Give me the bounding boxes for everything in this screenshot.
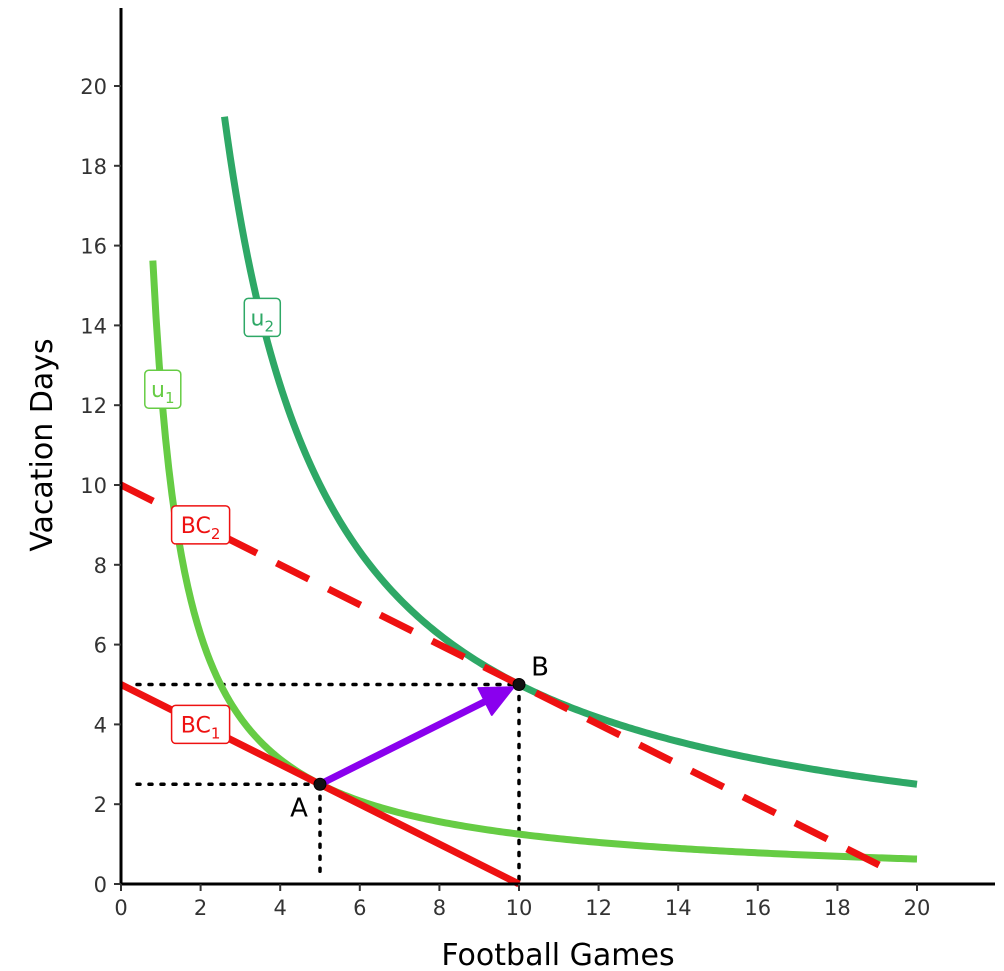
y-tick-label: 4: [94, 713, 107, 737]
x-tick-label: 14: [665, 896, 692, 920]
y-tick-label: 14: [80, 314, 107, 338]
label-bc1: BC1: [170, 704, 231, 745]
label-bc2: BC2: [170, 505, 231, 545]
arrow-shaft: [318, 698, 487, 788]
y-tick-label: 0: [94, 873, 107, 897]
y-tick-label: 10: [80, 474, 107, 498]
indifference-curve-u2: [221, 116, 918, 788]
x-tick-label: 0: [114, 896, 127, 920]
point-B: [512, 678, 526, 691]
x-tick-label: 18: [824, 896, 851, 920]
x-tick-label: 2: [194, 896, 207, 920]
x-axis-title: Football Games: [441, 938, 674, 971]
budget-line-BC2: [119, 481, 887, 872]
y-tick-label: 8: [94, 554, 107, 578]
x-tick-label: 10: [506, 896, 533, 920]
point-A: [313, 777, 327, 791]
x-tick-label: 4: [274, 896, 287, 920]
label-u2: u2: [243, 297, 282, 338]
y-tick-label: 20: [80, 75, 107, 99]
y-tick-label: 12: [80, 394, 107, 418]
point-label-B: B: [531, 653, 549, 683]
points: AB: [290, 653, 549, 824]
y-tick-label: 6: [94, 634, 107, 658]
x-tick-label: 8: [433, 896, 446, 920]
label-u1-box: [144, 369, 182, 409]
x-tick-label: 12: [585, 896, 612, 920]
label-bc1-text: BC1: [181, 713, 221, 742]
indifference-curves: [149, 116, 918, 863]
x-tick-label: 6: [353, 896, 366, 920]
label-bc1-subscript: 1: [211, 724, 221, 742]
x-tick-label: 20: [904, 896, 931, 920]
indifference-curve-u1: [149, 260, 918, 863]
guide-lines: [135, 682, 521, 882]
y-tick-label: 18: [80, 155, 107, 179]
label-u1: u1: [144, 369, 182, 409]
y-tick-label: 16: [80, 235, 107, 259]
label-bc1-box: [170, 704, 231, 745]
arrow-head: [477, 686, 515, 716]
curve-labels: u1 u2 BC2 BC1: [144, 297, 282, 745]
y-axis-title: Vacation Days: [25, 338, 60, 551]
label-bc2-subscript: 2: [211, 525, 221, 543]
label-u1-subscript: 1: [165, 389, 175, 407]
arrow-group: [318, 686, 515, 788]
x-tick-label: 16: [744, 896, 771, 920]
y-tick-label: 2: [94, 793, 107, 817]
label-u2-box: [243, 297, 282, 338]
label-u2-subscript: 2: [264, 317, 274, 335]
label-bc2-box: [170, 505, 231, 545]
point-label-A: A: [290, 793, 308, 823]
